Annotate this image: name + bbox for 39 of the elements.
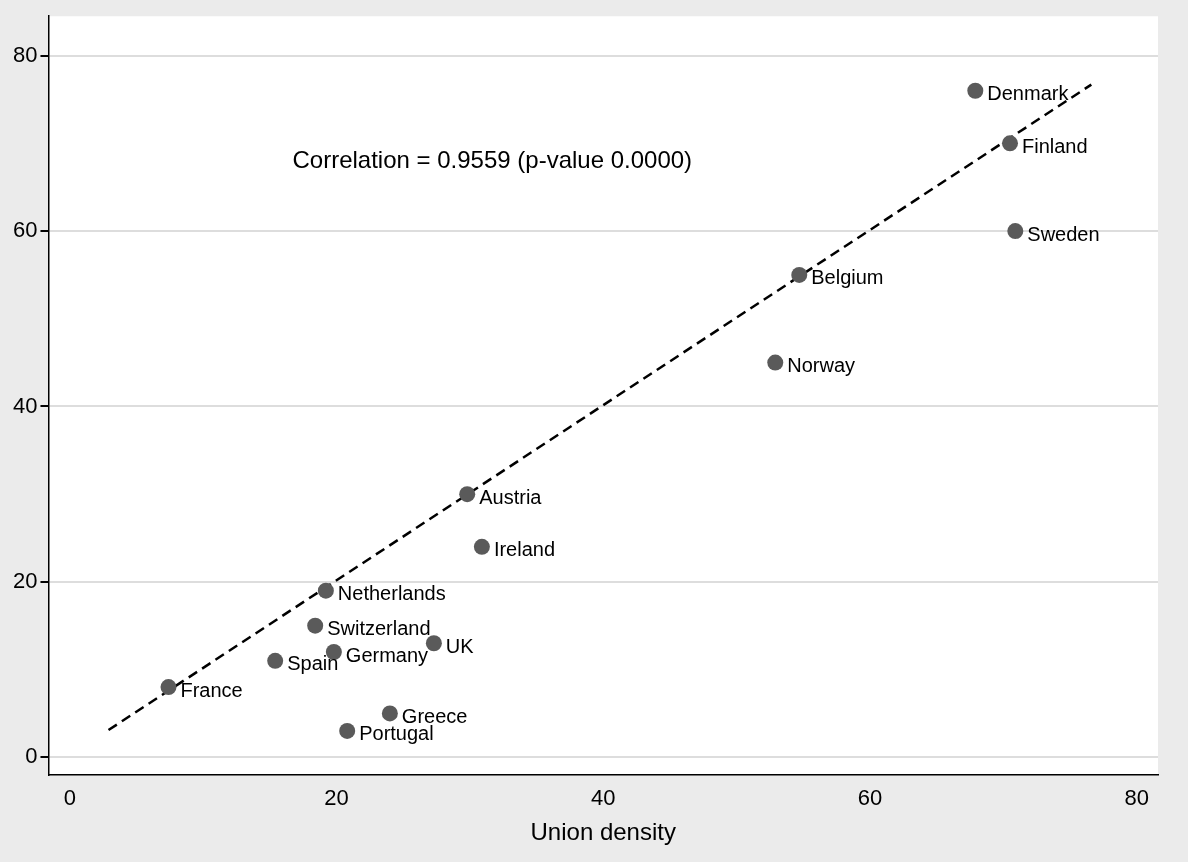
y-tick-label: 40 — [12, 392, 38, 418]
point — [339, 722, 356, 739]
point — [967, 82, 984, 99]
data-label: UK — [445, 634, 475, 657]
data-label: France — [180, 678, 243, 701]
data-label: Netherlands — [337, 582, 446, 605]
data-label: Norway — [787, 354, 856, 377]
point — [1007, 223, 1024, 240]
data-label: Finland — [1021, 134, 1088, 157]
data-label: Denmark — [987, 82, 1070, 105]
x-axis-title: Union density — [530, 818, 676, 846]
point — [267, 652, 284, 669]
data-label: Spain — [287, 652, 339, 675]
data-label: Ireland — [493, 538, 556, 561]
point — [160, 679, 177, 696]
point — [1001, 135, 1018, 152]
x-tick-label: 0 — [63, 785, 76, 811]
x-tick-label: 60 — [857, 785, 883, 811]
data-label: Austria — [479, 485, 543, 508]
data-label: Portugal — [359, 722, 434, 745]
data-label: Belgium — [811, 266, 884, 289]
point — [767, 354, 784, 371]
y-tick-label: 0 — [25, 743, 38, 769]
annotation: Correlation = 0.9559 (p-value 0.0000) — [292, 145, 693, 173]
point — [459, 486, 476, 503]
y-tick-label: 60 — [12, 217, 38, 243]
x-tick-label: 20 — [324, 785, 349, 811]
point — [381, 705, 398, 722]
y-tick-label: 20 — [12, 567, 38, 593]
x-tick-label: 40 — [590, 785, 616, 811]
data-label: Switzerland — [327, 617, 431, 640]
y-tick-label: 80 — [12, 41, 38, 67]
point — [307, 617, 324, 634]
point — [791, 266, 808, 283]
point — [473, 538, 490, 555]
x-tick-label: 80 — [1124, 785, 1149, 811]
point — [317, 582, 334, 599]
data-label: Sweden — [1027, 222, 1100, 245]
data-label: Germany — [345, 643, 429, 666]
